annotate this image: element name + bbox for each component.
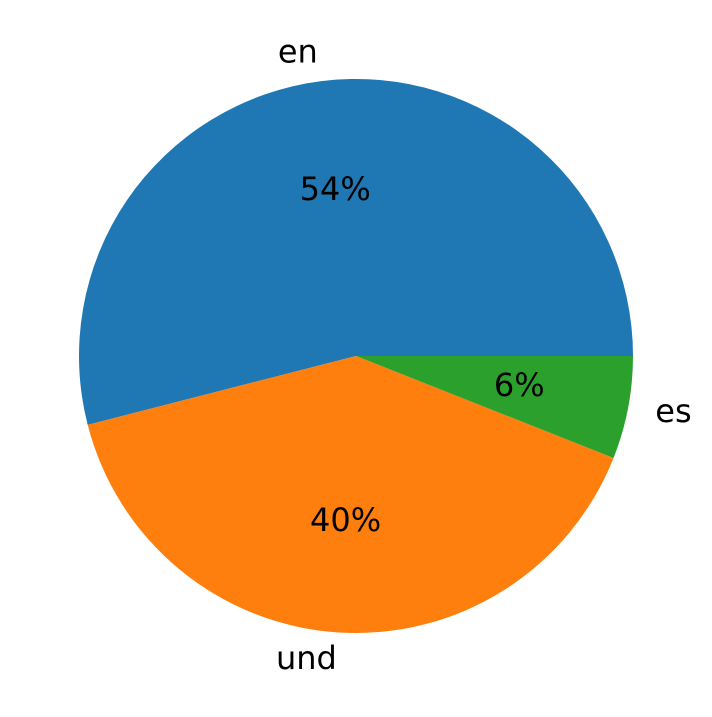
slice-label: en bbox=[278, 33, 318, 71]
value-label: 40% bbox=[310, 501, 381, 539]
pie-slice bbox=[87, 356, 614, 634]
pie-slice bbox=[78, 78, 633, 425]
slice-label: es bbox=[655, 392, 691, 430]
value-label: 54% bbox=[300, 170, 371, 208]
slice-label: und bbox=[276, 639, 337, 677]
value-label: 6% bbox=[494, 366, 545, 404]
pie-slice bbox=[356, 356, 633, 458]
